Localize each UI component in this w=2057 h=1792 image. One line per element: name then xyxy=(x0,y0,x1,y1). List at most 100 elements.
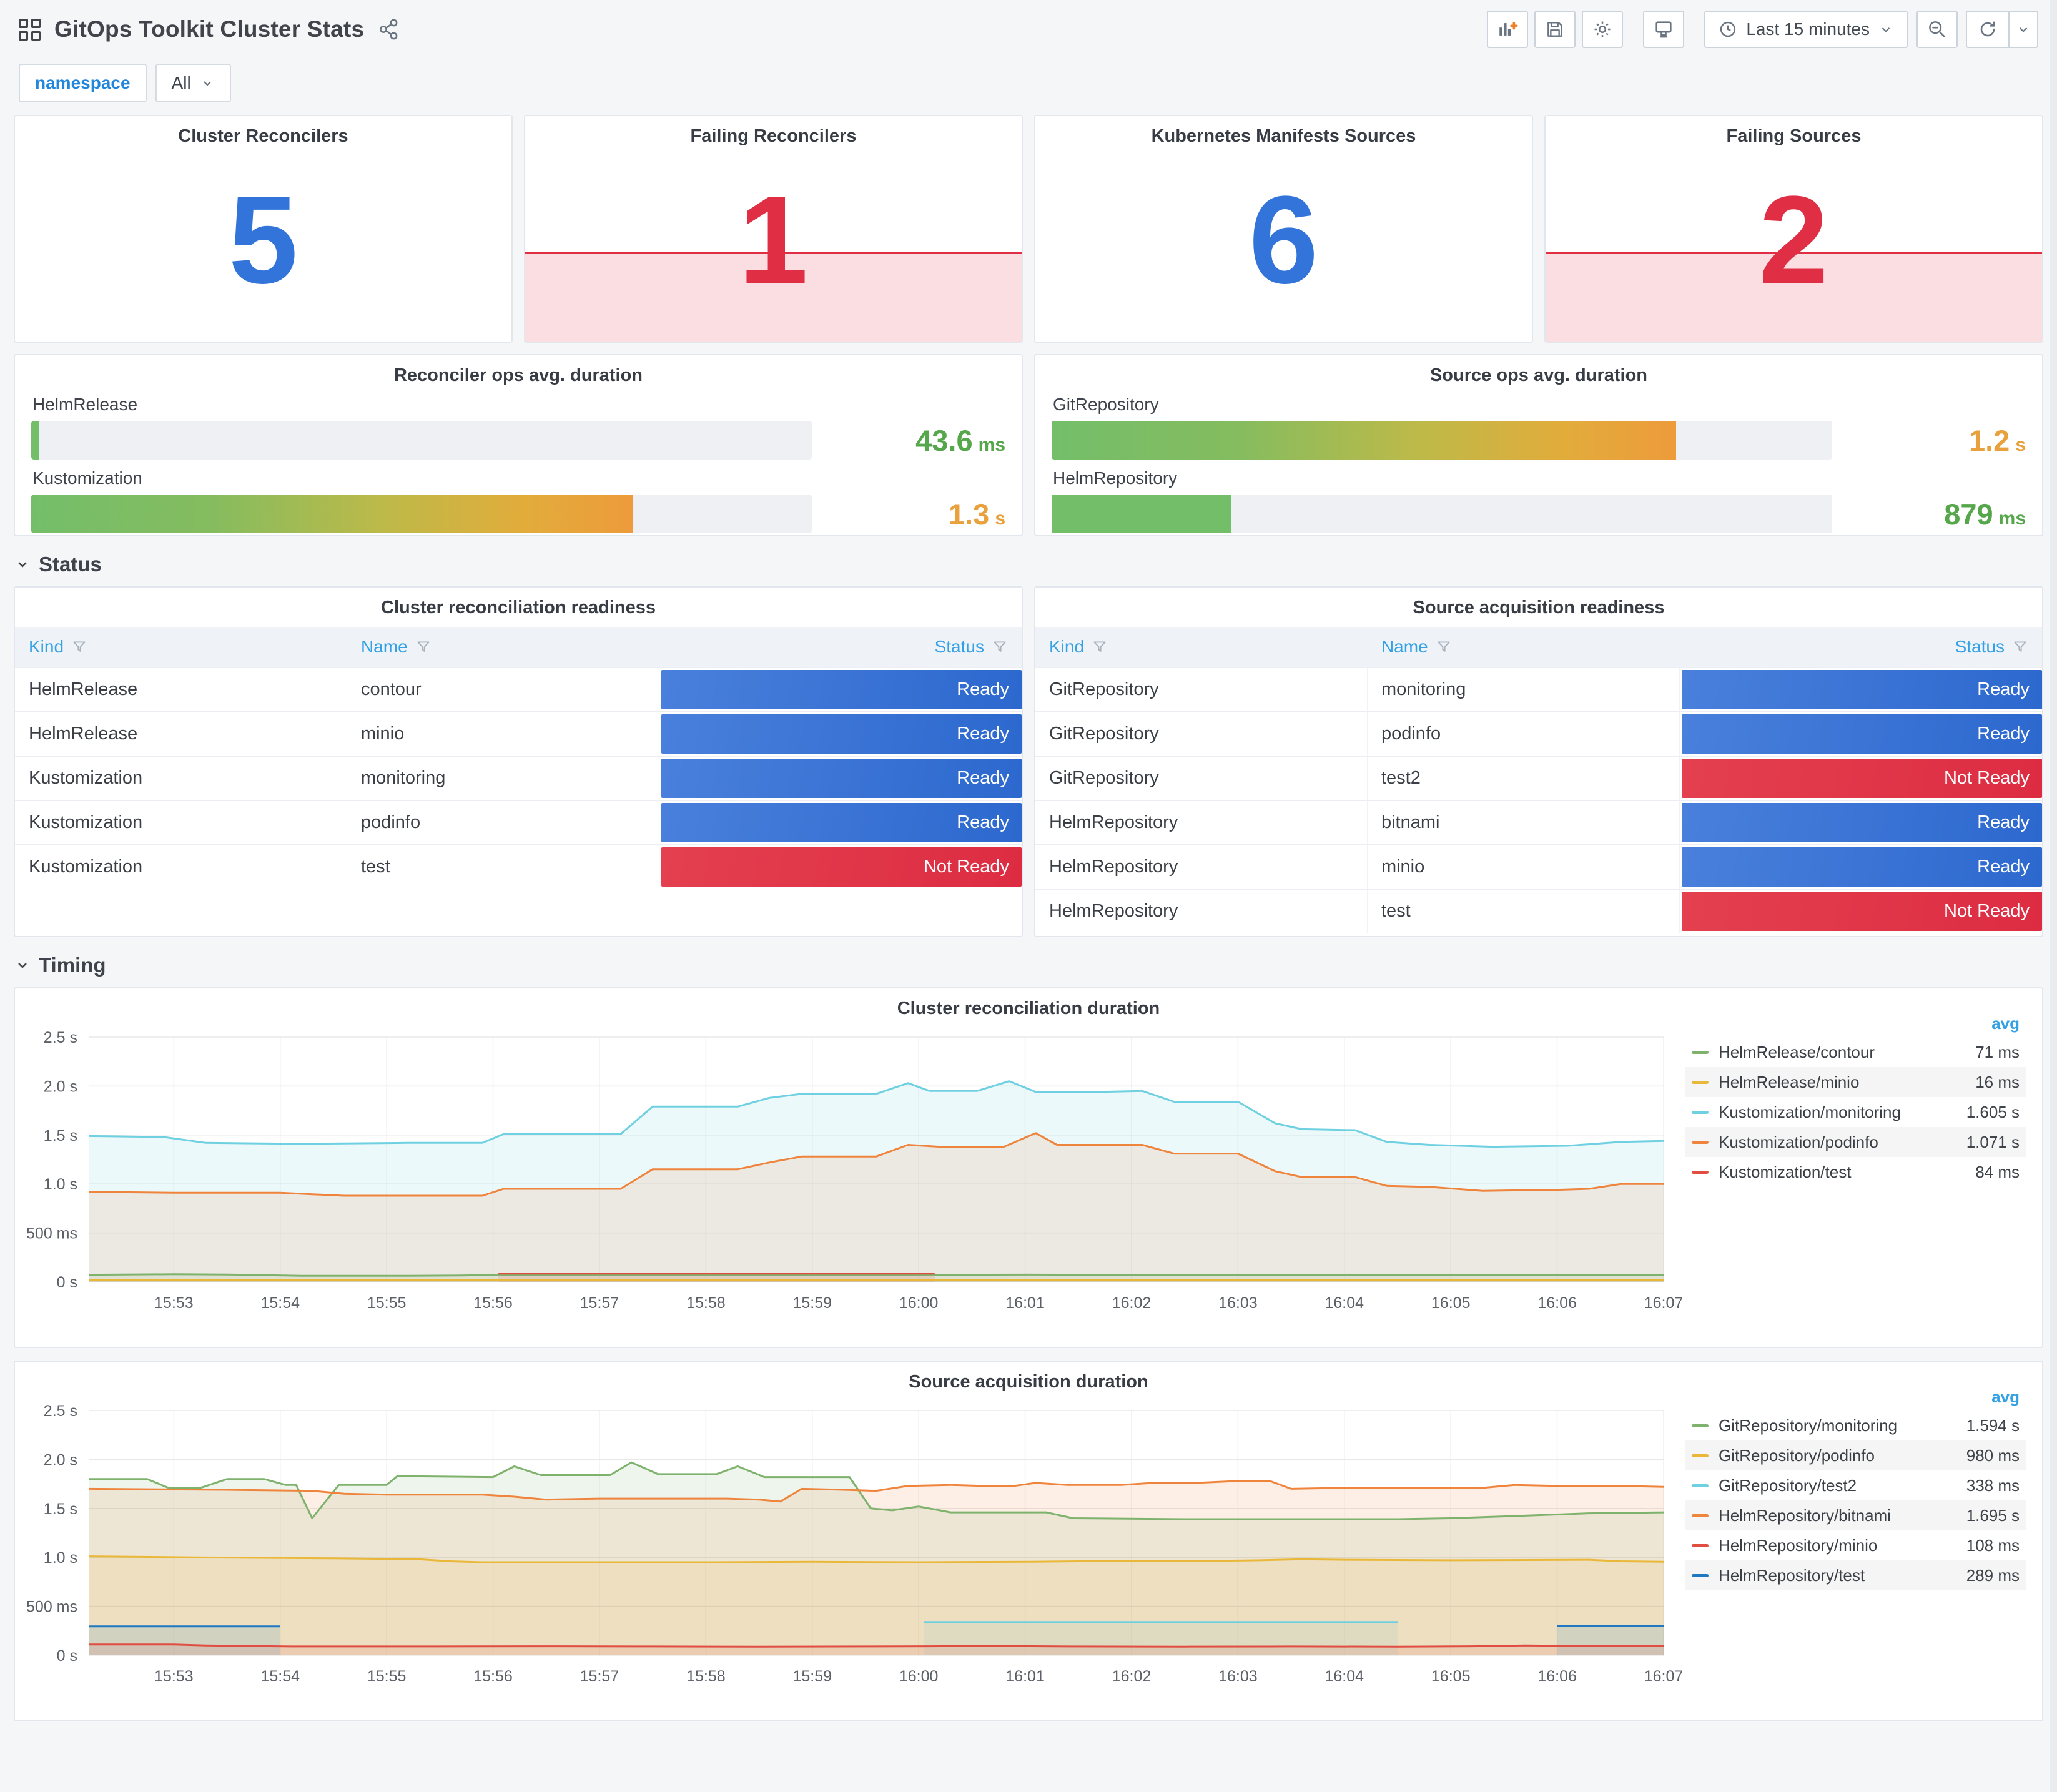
column-header-status[interactable]: Status xyxy=(1680,627,2042,667)
legend-series-name[interactable]: GitRepository/test2 xyxy=(1719,1475,1857,1495)
cell-name: minio xyxy=(1368,845,1680,889)
legend-series-name[interactable]: Kustomization/monitoring xyxy=(1719,1102,1901,1121)
scrollbar[interactable] xyxy=(2050,0,2057,1792)
settings-button[interactable] xyxy=(1582,11,1624,48)
tv-mode-button[interactable] xyxy=(1643,11,1685,48)
legend-series-name[interactable]: GitRepository/podinfo xyxy=(1719,1445,1875,1465)
cell-status: Ready xyxy=(659,712,1022,756)
filter-funnel-icon[interactable] xyxy=(1092,639,1108,655)
stat-panel-title[interactable]: Failing Sources xyxy=(1726,126,1862,146)
table-row: HelmRelease contour Ready xyxy=(15,667,1022,711)
stat-sparkline xyxy=(1546,251,2042,342)
refresh-interval-dropdown[interactable] xyxy=(2008,12,2037,47)
svg-text:16:05: 16:05 xyxy=(1431,1668,1471,1685)
chart-plot[interactable]: 0 s 500 ms 1.0 s 1.5 s 2.0 s 2.5 s 15:53 15:54 1… xyxy=(15,1398,2042,1691)
column-header-kind[interactable]: Kind xyxy=(1035,627,1368,667)
svg-text:16:05: 16:05 xyxy=(1431,1294,1471,1312)
column-header-status[interactable]: Status xyxy=(659,627,1022,667)
time-range-picker[interactable]: Last 15 minutes xyxy=(1704,11,1908,48)
status-badge: Ready xyxy=(661,759,1022,798)
svg-text:16:04: 16:04 xyxy=(1325,1668,1364,1685)
gauge-value-number: 43.6 xyxy=(915,423,973,457)
svg-text:1.0 s: 1.0 s xyxy=(44,1549,77,1567)
gauge-label: HelmRelease xyxy=(32,395,138,414)
status-badge: Not Ready xyxy=(1681,892,2042,931)
stat-panel-title[interactable]: Failing Reconcilers xyxy=(690,126,857,146)
chevron-down-icon xyxy=(203,81,211,86)
legend-series-name[interactable]: HelmRelease/minio xyxy=(1719,1072,1860,1091)
legend-series-name[interactable]: GitRepository/monitoring xyxy=(1719,1415,1898,1435)
gauge-panel-title[interactable]: Reconciler ops avg. duration xyxy=(393,365,643,385)
svg-text:16:00: 16:00 xyxy=(899,1294,939,1312)
stat-value: 1 xyxy=(738,170,809,310)
svg-text:2.5 s: 2.5 s xyxy=(44,1402,77,1420)
column-header-name[interactable]: Name xyxy=(347,627,659,667)
gauge-value-unit: ms xyxy=(1998,508,2026,529)
legend-series-name[interactable]: HelmRepository/bitnami xyxy=(1719,1505,1891,1525)
stats-row: Cluster Reconcilers 5 Failing Reconcilers 1… xyxy=(14,115,2043,343)
legend-item: HelmRelease/minio 16 ms xyxy=(1685,1067,2026,1097)
svg-text:15:53: 15:53 xyxy=(154,1668,194,1685)
section-status[interactable]: Status xyxy=(15,553,2042,576)
table-row: Kustomization podinfo Ready xyxy=(15,800,1022,844)
time-range-label: Last 15 minutes xyxy=(1746,19,1870,39)
gauge-value-number: 1.3 xyxy=(948,497,990,531)
legend-series-name[interactable]: HelmRepository/minio xyxy=(1719,1535,1878,1555)
table-row: HelmRelease minio Ready xyxy=(15,711,1022,756)
chart-panel-2: Source acquisition duration 0 s 500 ms 1.0 … xyxy=(14,1361,2043,1721)
svg-text:0 s: 0 s xyxy=(57,1274,77,1291)
cell-status: Ready xyxy=(659,801,1022,844)
chart-plot[interactable]: 0 s 500 ms 1.0 s 1.5 s 2.0 s 2.5 s 15:53 15:54 1… xyxy=(15,1025,2042,1318)
table: Kind Name Status HelmRelease contour Ready Hel… xyxy=(15,627,1022,889)
chart-panel-title[interactable]: Cluster reconciliation duration xyxy=(897,998,1160,1018)
table-row: Kustomization monitoring Ready xyxy=(15,756,1022,800)
gauge-panel-1: Reconciler ops avg. duration HelmRelease 4… xyxy=(14,354,1023,536)
table-panel-title[interactable]: Cluster reconciliation readiness xyxy=(381,598,656,618)
legend-series-dash xyxy=(1692,1140,1709,1144)
stat-panel-title[interactable]: Kubernetes Manifests Sources xyxy=(1151,126,1416,146)
cell-kind: HelmRepository xyxy=(1035,890,1368,933)
filter-funnel-icon[interactable] xyxy=(71,639,87,655)
legend-series-avg: 71 ms xyxy=(1975,1042,2020,1061)
zoom-out-button[interactable] xyxy=(1916,11,1958,48)
legend-avg-header[interactable]: avg xyxy=(1991,1014,2020,1033)
legend-series-name[interactable]: HelmRepository/test xyxy=(1719,1565,1865,1585)
status-badge: Ready xyxy=(661,670,1022,709)
svg-text:16:07: 16:07 xyxy=(1644,1668,1684,1685)
section-timing[interactable]: Timing xyxy=(15,953,2042,977)
table-panel-title[interactable]: Source acquisition readiness xyxy=(1413,598,1665,618)
gauge-panel-title[interactable]: Source ops avg. duration xyxy=(1429,365,1648,385)
filter-funnel-icon[interactable] xyxy=(992,639,1008,655)
chart-panel-title[interactable]: Source acquisition duration xyxy=(909,1372,1148,1392)
filter-funnel-icon[interactable] xyxy=(1436,639,1452,655)
column-header-kind[interactable]: Kind xyxy=(15,627,347,667)
legend-avg-header[interactable]: avg xyxy=(1991,1387,2020,1406)
svg-text:2.0 s: 2.0 s xyxy=(44,1451,77,1469)
stat-panel-1: Cluster Reconcilers 5 xyxy=(14,115,513,343)
legend-series-dash xyxy=(1692,1080,1709,1084)
column-header-name[interactable]: Name xyxy=(1368,627,1680,667)
legend-series-name[interactable]: Kustomization/test xyxy=(1719,1162,1852,1181)
legend-series-name[interactable]: HelmRelease/contour xyxy=(1719,1042,1875,1061)
legend-series-avg: 108 ms xyxy=(1966,1535,2020,1555)
variable-value-dropdown[interactable]: All xyxy=(155,64,231,102)
legend-item: HelmRelease/contour 71 ms xyxy=(1685,1037,2026,1067)
stat-panel-title[interactable]: Cluster Reconcilers xyxy=(178,126,348,146)
svg-text:15:56: 15:56 xyxy=(473,1294,513,1312)
share-icon[interactable] xyxy=(378,18,400,41)
variable-label-namespace[interactable]: namespace xyxy=(19,64,147,102)
save-button[interactable] xyxy=(1534,11,1576,48)
filter-funnel-icon[interactable] xyxy=(415,639,432,655)
add-panel-button[interactable] xyxy=(1487,11,1529,48)
stat-panel-4: Failing Sources 2 xyxy=(1544,115,2043,343)
table: Kind Name Status GitRepository monitoring Rea… xyxy=(1035,627,2042,933)
filter-funnel-icon[interactable] xyxy=(2012,639,2028,655)
apps-grid-icon[interactable] xyxy=(19,18,41,41)
cell-kind: HelmRelease xyxy=(15,668,347,711)
refresh-button[interactable] xyxy=(1967,12,2008,47)
gauge-fill xyxy=(31,421,39,460)
legend-series-dash xyxy=(1692,1484,1709,1487)
legend-series-name[interactable]: Kustomization/podinfo xyxy=(1719,1132,1878,1151)
stat-value: 6 xyxy=(1248,170,1319,310)
legend-item: Kustomization/test 84 ms xyxy=(1685,1157,2026,1187)
